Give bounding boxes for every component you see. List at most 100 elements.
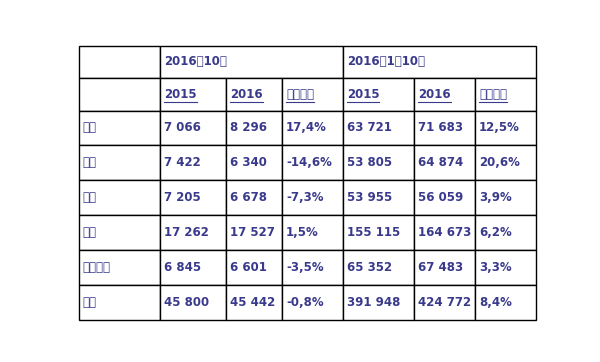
Bar <box>475 146 536 180</box>
Bar <box>226 285 282 320</box>
Bar <box>226 250 282 285</box>
Text: 2015: 2015 <box>164 88 197 101</box>
Text: 45 442: 45 442 <box>230 296 275 309</box>
Bar <box>282 146 343 180</box>
Bar <box>79 180 160 215</box>
Bar <box>282 285 343 320</box>
Text: 1,5%: 1,5% <box>286 226 319 239</box>
Bar <box>415 250 475 285</box>
Bar <box>475 110 536 146</box>
Text: 2016: 2016 <box>230 88 263 101</box>
Text: 65 352: 65 352 <box>347 261 392 274</box>
Text: 17 527: 17 527 <box>230 226 275 239</box>
Bar <box>343 250 415 285</box>
Text: 7 205: 7 205 <box>164 191 201 204</box>
Text: 17 262: 17 262 <box>164 226 209 239</box>
Text: 2016年10月: 2016年10月 <box>164 55 227 68</box>
Bar <box>160 46 343 78</box>
Text: -3,5%: -3,5% <box>286 261 323 274</box>
Text: 其他市场: 其他市场 <box>82 261 110 274</box>
Text: 45 800: 45 800 <box>164 296 209 309</box>
Text: 71 683: 71 683 <box>418 122 463 134</box>
Bar <box>226 78 282 110</box>
Bar <box>226 110 282 146</box>
Text: 2016年1－10月: 2016年1－10月 <box>347 55 425 68</box>
Text: 同比变化: 同比变化 <box>286 88 314 101</box>
Text: -7,3%: -7,3% <box>286 191 323 204</box>
Text: 12,5%: 12,5% <box>479 122 520 134</box>
Bar <box>415 110 475 146</box>
Text: 164 673: 164 673 <box>418 226 472 239</box>
Text: 美国: 美国 <box>82 156 97 169</box>
Text: 64 874: 64 874 <box>418 156 463 169</box>
Bar <box>475 180 536 215</box>
Text: 56 059: 56 059 <box>418 191 463 204</box>
Bar <box>415 285 475 320</box>
Bar <box>79 285 160 320</box>
Bar <box>282 215 343 250</box>
Bar <box>475 215 536 250</box>
Text: 6,2%: 6,2% <box>479 226 512 239</box>
Text: 67 483: 67 483 <box>418 261 463 274</box>
Bar <box>343 78 415 110</box>
Bar <box>282 250 343 285</box>
Bar <box>160 180 226 215</box>
Text: 6 678: 6 678 <box>230 191 267 204</box>
Text: 7 422: 7 422 <box>164 156 201 169</box>
Bar <box>475 250 536 285</box>
Bar <box>282 110 343 146</box>
Text: 3,9%: 3,9% <box>479 191 512 204</box>
Text: 西欧: 西欧 <box>82 226 97 239</box>
Bar <box>415 180 475 215</box>
Bar <box>475 285 536 320</box>
Bar <box>160 110 226 146</box>
Text: 63 721: 63 721 <box>347 122 392 134</box>
Text: 8,4%: 8,4% <box>479 296 512 309</box>
Bar <box>79 250 160 285</box>
Text: 7 066: 7 066 <box>164 122 201 134</box>
Bar <box>343 285 415 320</box>
Text: 3,3%: 3,3% <box>479 261 512 274</box>
Text: 同比变化: 同比变化 <box>479 88 507 101</box>
Text: 8 296: 8 296 <box>230 122 267 134</box>
Bar <box>343 46 536 78</box>
Text: 391 948: 391 948 <box>347 296 400 309</box>
Bar <box>226 146 282 180</box>
Bar <box>79 110 160 146</box>
Text: 20,6%: 20,6% <box>479 156 520 169</box>
Text: 17,4%: 17,4% <box>286 122 327 134</box>
Bar <box>160 285 226 320</box>
Bar <box>282 180 343 215</box>
Bar <box>415 146 475 180</box>
Text: 总计: 总计 <box>82 296 97 309</box>
Bar <box>160 250 226 285</box>
Bar <box>343 180 415 215</box>
Text: 53 955: 53 955 <box>347 191 392 204</box>
Bar <box>343 110 415 146</box>
Bar <box>160 146 226 180</box>
Bar <box>226 180 282 215</box>
Bar <box>343 146 415 180</box>
Bar <box>79 215 160 250</box>
Bar <box>226 215 282 250</box>
Text: 6 340: 6 340 <box>230 156 267 169</box>
Text: 53 805: 53 805 <box>347 156 392 169</box>
Bar <box>343 215 415 250</box>
Bar <box>475 78 536 110</box>
Text: 6 601: 6 601 <box>230 261 267 274</box>
Bar <box>415 78 475 110</box>
Text: 2016: 2016 <box>418 88 451 101</box>
Bar <box>160 78 226 110</box>
Text: -0,8%: -0,8% <box>286 296 323 309</box>
Bar <box>282 78 343 110</box>
Bar <box>79 46 160 78</box>
Bar <box>415 215 475 250</box>
Text: 中国: 中国 <box>82 122 97 134</box>
Bar <box>79 146 160 180</box>
Bar <box>79 78 160 110</box>
Text: 2015: 2015 <box>347 88 379 101</box>
Text: 6 845: 6 845 <box>164 261 201 274</box>
Bar <box>160 215 226 250</box>
Text: 424 772: 424 772 <box>418 296 471 309</box>
Text: 瑞典: 瑞典 <box>82 191 97 204</box>
